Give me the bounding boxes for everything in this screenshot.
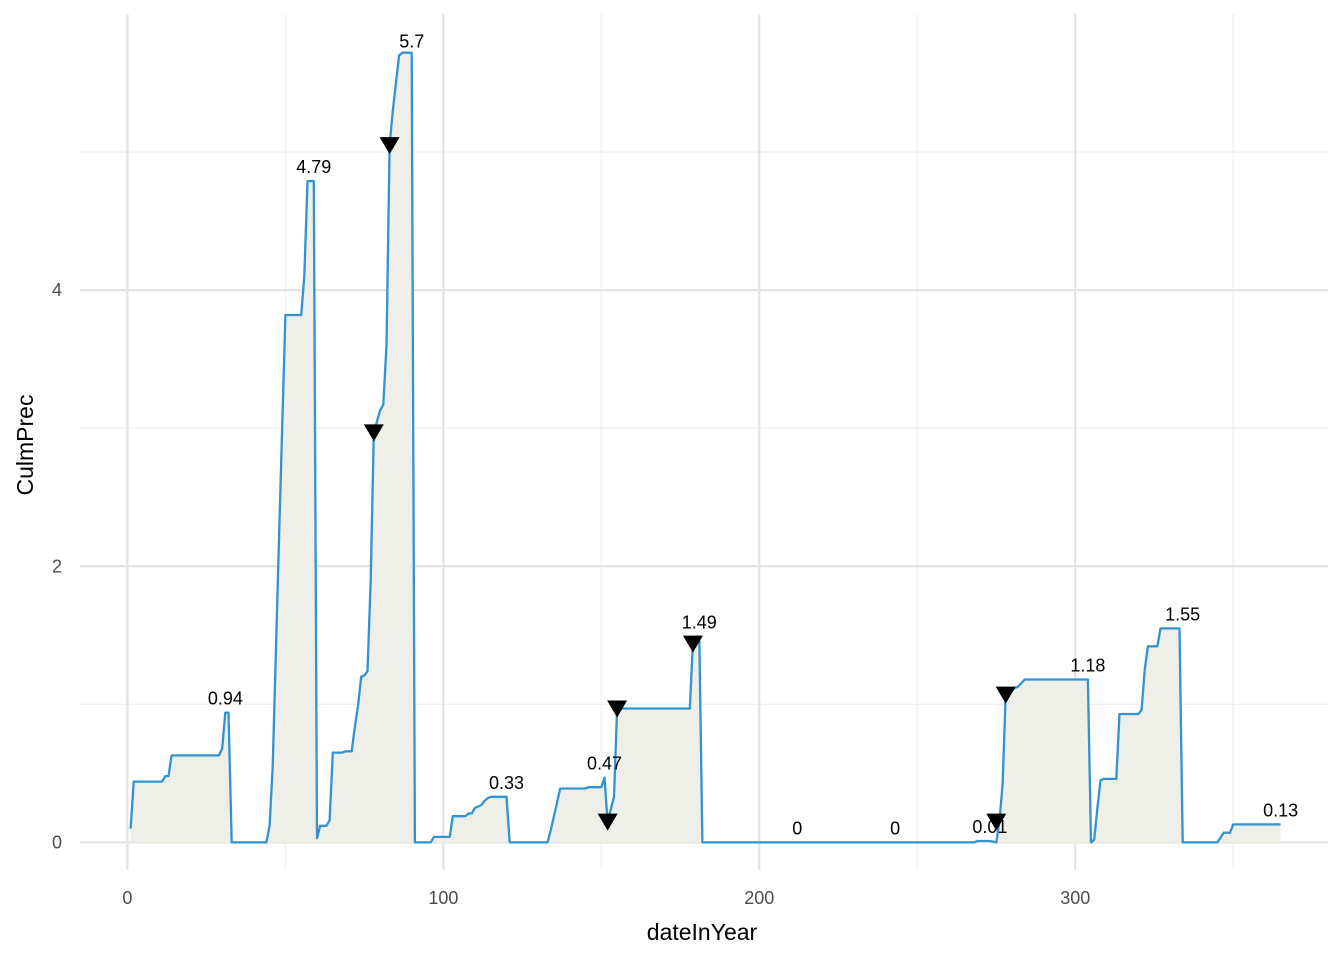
down-triangle-marker [363,424,384,442]
peak-label: 0.13 [1263,800,1298,820]
y-tick-label: 4 [52,280,62,300]
peak-label: 1.49 [682,613,717,633]
x-tick-labels: 0 100 200 300 [122,888,1090,908]
peak-label: 0.94 [208,689,243,709]
y-tick-labels: 0 2 4 [52,280,62,852]
annotations: 0.94 4.79 5.7 0.33 0.47 1.49 0 0 0.01 1.18 1.55 0.1… [208,31,1298,838]
x-axis-title: dateInYear [647,919,758,945]
peak-label: 4.79 [296,157,331,177]
down-triangle-marker [597,813,618,831]
down-triangle-marker [995,686,1016,704]
y-tick-label: 0 [52,832,62,852]
x-tick-label: 0 [122,888,132,908]
down-triangle-marker [607,700,628,718]
peak-label: 1.18 [1070,655,1105,675]
area-fill [130,52,1281,843]
x-tick-label: 200 [744,888,774,908]
peak-label: 0 [890,818,900,838]
peak-label: 0.47 [587,753,622,773]
peak-label: 5.7 [399,31,424,51]
x-tick-label: 100 [428,888,458,908]
y-tick-label: 2 [52,556,62,576]
x-tick-label: 300 [1060,888,1090,908]
y-axis-title: CulmPrec [12,395,38,496]
plot-area [129,51,1281,844]
markers [363,137,1016,831]
down-triangle-marker [682,635,703,653]
peak-label: 1.55 [1165,604,1200,624]
down-triangle-marker [379,137,400,155]
precipitation-line [129,51,1281,844]
down-triangle-marker [986,813,1007,831]
peak-label: 0.33 [489,773,524,793]
peak-label: 0 [792,818,802,838]
peak-label: 0.01 [972,817,1007,837]
